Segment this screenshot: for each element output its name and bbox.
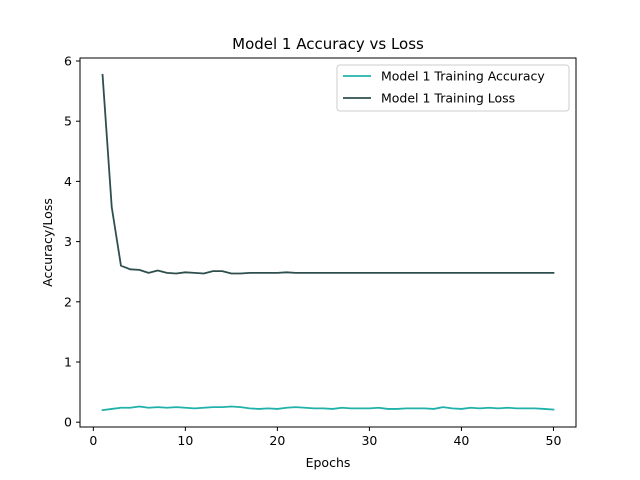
legend-label-accuracy: Model 1 Training Accuracy: [381, 69, 545, 84]
x-tick-label: 10: [177, 433, 193, 448]
legend-label-loss: Model 1 Training Loss: [381, 91, 515, 106]
x-tick-label: 50: [546, 433, 562, 448]
x-tick-label: 40: [453, 433, 469, 448]
y-tick-label: 4: [64, 174, 72, 189]
x-tick-label: 0: [89, 433, 97, 448]
legend: Model 1 Training Accuracy Model 1 Traini…: [336, 64, 570, 112]
chart-title: Model 1 Accuracy vs Loss: [232, 35, 424, 53]
x-axis: 0 10 20 30 40 50: [89, 427, 561, 448]
y-tick-label: 0: [64, 415, 72, 430]
series-line-training-accuracy: [101, 405, 555, 412]
y-tick-label: 1: [64, 354, 72, 369]
x-tick-label: 20: [269, 433, 285, 448]
y-tick-label: 2: [64, 294, 72, 309]
x-tick-label: 30: [361, 433, 377, 448]
x-axis-label: Epochs: [306, 455, 351, 470]
y-axis-label: Accuracy/Loss: [40, 198, 55, 287]
series-layer: [101, 73, 555, 412]
y-tick-label: 6: [64, 54, 72, 69]
y-tick-label: 5: [64, 114, 72, 129]
legend-box: [336, 64, 570, 112]
y-axis: 0 1 2 3 4 5 6: [64, 54, 80, 430]
plot-frame: [79, 57, 577, 428]
y-tick-label: 3: [64, 234, 72, 249]
series-line-training-loss: [101, 73, 555, 275]
